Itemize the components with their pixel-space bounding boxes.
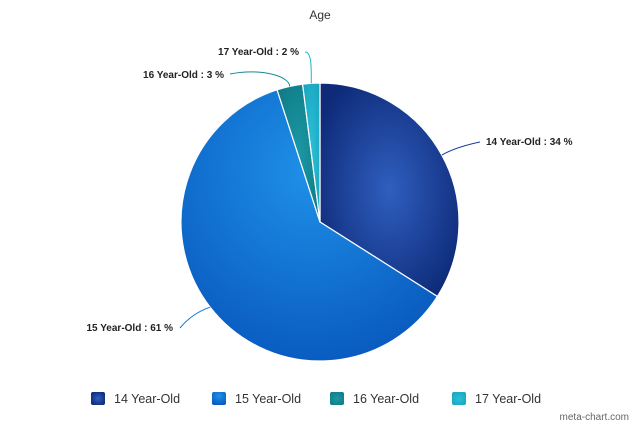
legend-label: 16 Year-Old bbox=[353, 392, 419, 406]
leader-line-15-year-old bbox=[179, 306, 211, 329]
leader-line-17-year-old bbox=[304, 51, 312, 84]
legend-swatch bbox=[452, 392, 466, 405]
pie-slices bbox=[180, 82, 460, 362]
legend-label: 17 Year-Old bbox=[475, 392, 541, 406]
legend-swatch bbox=[212, 392, 226, 405]
data-label-15-year-old: 15 Year-Old : 61 % bbox=[86, 323, 173, 334]
legend-item-16-year-old[interactable]: 16 Year-Old bbox=[330, 392, 419, 406]
legend-swatch bbox=[330, 392, 344, 405]
legend-label: 15 Year-Old bbox=[235, 392, 301, 406]
chart-title: Age bbox=[309, 8, 331, 22]
label-leaders bbox=[179, 51, 481, 329]
legend-item-14-year-old[interactable]: 14 Year-Old bbox=[91, 392, 180, 406]
pie-slice-15-year-old[interactable] bbox=[180, 89, 439, 362]
leader-line-14-year-old bbox=[441, 141, 481, 156]
legend-label: 14 Year-Old bbox=[114, 392, 180, 406]
data-label-16-year-old: 16 Year-Old : 3 % bbox=[143, 70, 224, 81]
pie-slice-14-year-old[interactable] bbox=[319, 82, 460, 298]
legend-swatch bbox=[91, 392, 105, 405]
credit-text: meta-chart.com bbox=[560, 412, 629, 423]
legend-item-17-year-old[interactable]: 17 Year-Old bbox=[452, 392, 541, 406]
legend: 14 Year-Old 15 Year-Old 16 Year-Old 17 Year… bbox=[91, 392, 541, 406]
leader-line-16-year-old bbox=[229, 71, 291, 87]
data-label-17-year-old: 17 Year-Old : 2 % bbox=[218, 47, 299, 58]
legend-item-15-year-old[interactable]: 15 Year-Old bbox=[212, 392, 301, 406]
data-label-14-year-old: 14 Year-Old : 34 % bbox=[486, 137, 573, 148]
slice-labels: 14 Year-Old : 34 % 15 Year-Old : 61 % 16 Y… bbox=[86, 47, 572, 334]
pie-slice-17-year-old[interactable] bbox=[301, 82, 321, 223]
